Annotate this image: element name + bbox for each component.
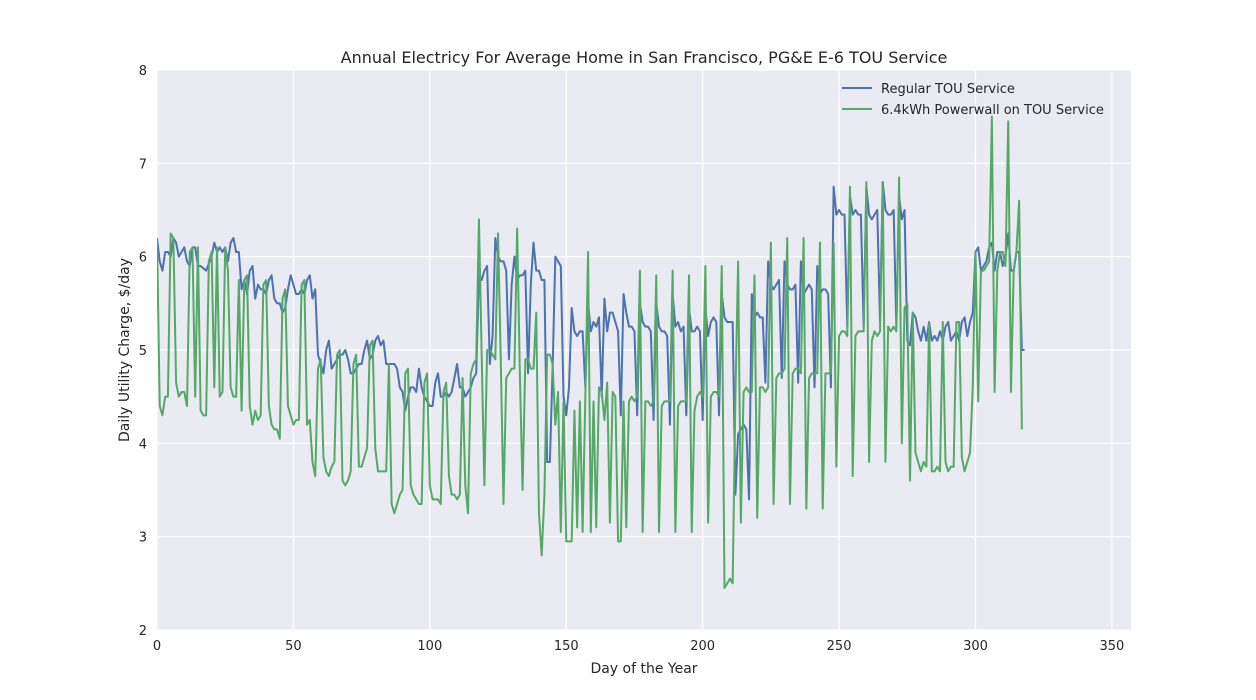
legend-label-1: 6.4kWh Powerwall on TOU Service bbox=[881, 103, 1104, 118]
series-line-1 bbox=[157, 115, 1023, 589]
y-tick-label-6: 8 bbox=[139, 64, 147, 79]
x-tick-label-1: 50 bbox=[285, 639, 302, 654]
series-layer bbox=[157, 115, 1025, 589]
x-tick-label-7: 350 bbox=[1099, 639, 1124, 654]
x-tick-label-4: 200 bbox=[690, 639, 715, 654]
legend-label-0: Regular TOU Service bbox=[881, 82, 1015, 97]
x-tick-label-6: 300 bbox=[963, 639, 988, 654]
x-tick-labels: 0 50 100 150 200 250 300 350 bbox=[153, 639, 1124, 654]
y-tick-labels: 2 3 4 5 6 7 8 bbox=[139, 64, 147, 639]
y-tick-label-0: 2 bbox=[139, 624, 147, 639]
y-tick-label-1: 3 bbox=[139, 531, 147, 546]
y-tick-label-3: 5 bbox=[139, 344, 147, 359]
x-tick-label-3: 150 bbox=[554, 639, 579, 654]
y-tick-label-5: 7 bbox=[139, 157, 147, 172]
y-tick-label-4: 6 bbox=[139, 251, 147, 266]
y-axis-label: Daily Utility Charge, $/day bbox=[117, 258, 133, 442]
x-axis-label: Day of the Year bbox=[590, 661, 697, 677]
y-tick-label-2: 4 bbox=[139, 437, 147, 452]
x-tick-label-2: 100 bbox=[417, 639, 442, 654]
x-tick-label-5: 250 bbox=[827, 639, 852, 654]
legend: Regular TOU Service 6.4kWh Powerwall on T… bbox=[842, 82, 1104, 118]
x-tick-label-0: 0 bbox=[153, 639, 161, 654]
chart-title: Annual Electricy For Average Home in San… bbox=[341, 48, 948, 67]
